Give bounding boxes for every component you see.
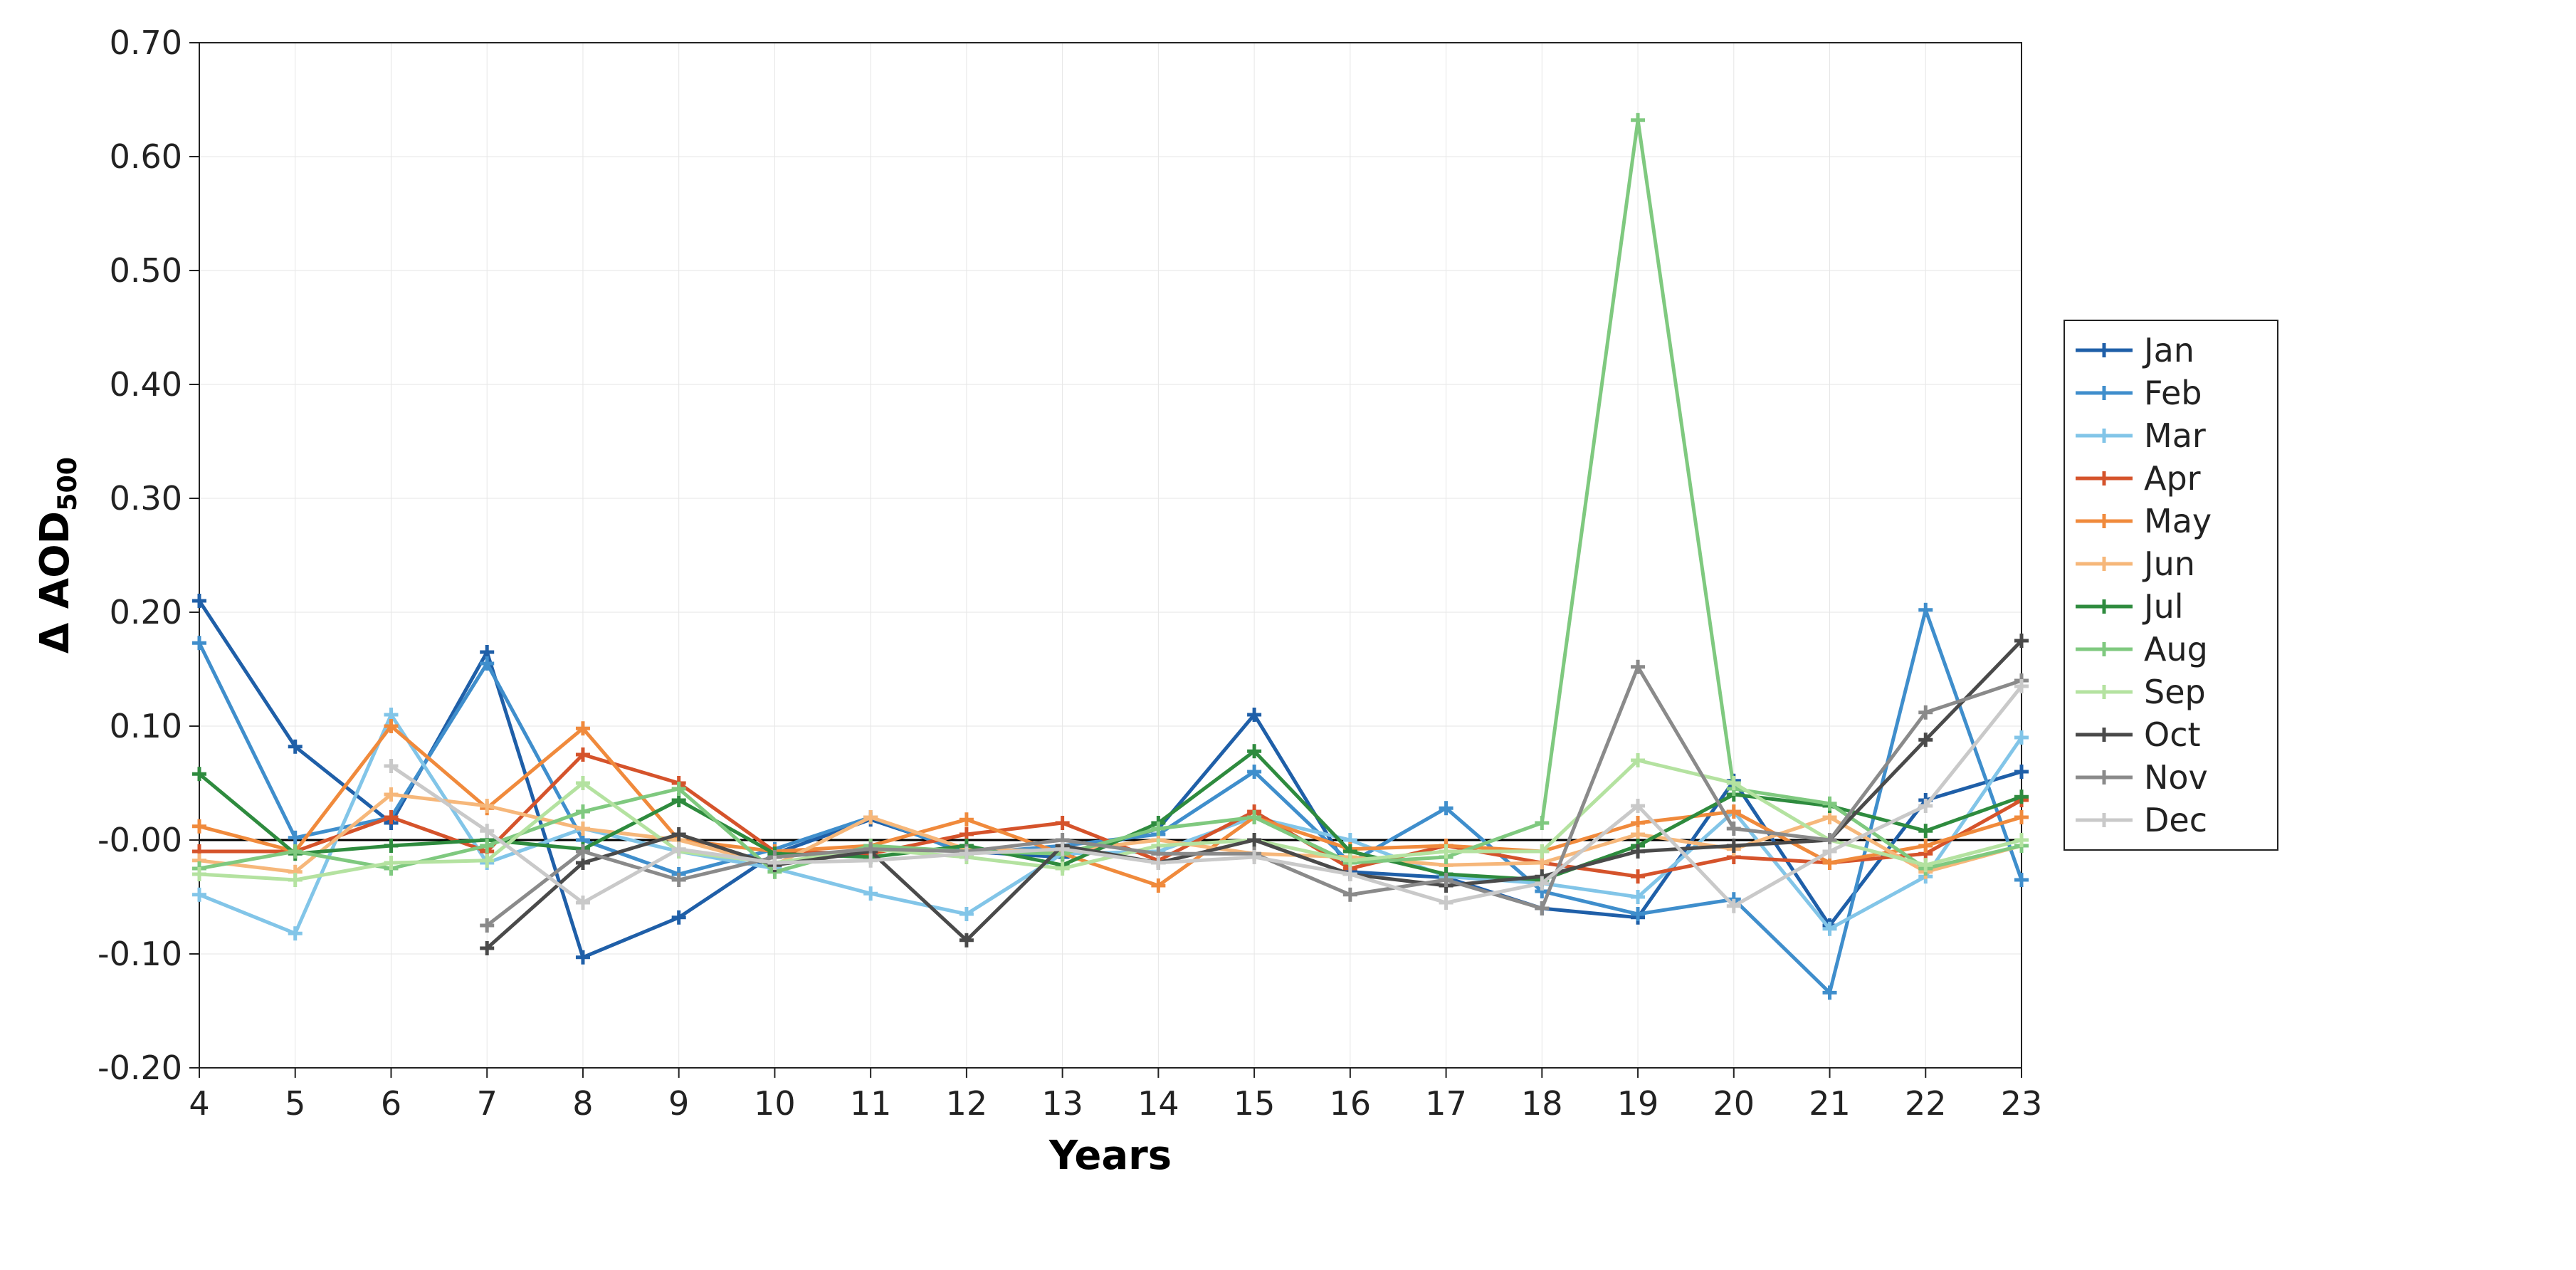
x-tick-label: 13 (1041, 1084, 1083, 1123)
y-tick-label: 0.70 (110, 23, 182, 62)
x-tick-label: 10 (754, 1084, 796, 1123)
legend-label-feb: Feb (2144, 374, 2202, 412)
x-tick-label: 17 (1425, 1084, 1467, 1123)
x-tick-label: 8 (572, 1084, 593, 1123)
y-tick-label: 0.10 (110, 707, 182, 745)
y-tick-label: 0.40 (110, 365, 182, 404)
x-tick-label: 5 (285, 1084, 305, 1123)
legend-label-jun: Jun (2142, 545, 2195, 583)
y-tick-label: 0.20 (110, 593, 182, 631)
x-tick-label: 23 (2001, 1084, 2043, 1123)
x-tick-label: 6 (381, 1084, 401, 1123)
legend: Jan Feb Mar Apr May Jun Jul Aug Sep Oct Nov Dec (2064, 320, 2278, 850)
x-tick-label: 14 (1137, 1084, 1179, 1123)
legend-label-jan: Jan (2142, 331, 2194, 369)
y-tick-label: -0.20 (98, 1049, 182, 1087)
legend-label-jul: Jul (2142, 587, 2184, 626)
legend-label-apr: Apr (2144, 459, 2201, 498)
x-tick-label: 21 (1809, 1084, 1851, 1123)
legend-label-may: May (2144, 502, 2212, 540)
aod-delta-chart: 4 5 6 7 8 9 10 11 12 13 14 15 16 17 18 19 20 21 22 23 -0.20 -… (0, 0, 2576, 1270)
legend-label-nov: Nov (2144, 758, 2208, 797)
y-tick-label: 0.50 (110, 251, 182, 290)
x-tick-label: 19 (1617, 1084, 1659, 1123)
legend-label-dec: Dec (2144, 801, 2207, 839)
legend-label-sep: Sep (2144, 673, 2206, 711)
y-tick-label: 0.30 (110, 479, 182, 518)
y-tick-label: 0.60 (110, 137, 182, 176)
chart-container: 4 5 6 7 8 9 10 11 12 13 14 15 16 17 18 19 20 21 22 23 -0.20 -… (0, 0, 2576, 1270)
legend-label-oct: Oct (2144, 715, 2201, 754)
x-tick-label: 4 (189, 1084, 209, 1123)
x-tick-label: 22 (1905, 1084, 1947, 1123)
x-tick-label: 20 (1713, 1084, 1755, 1123)
x-axis-title: Years (1048, 1133, 1172, 1179)
x-tick-label: 11 (850, 1084, 892, 1123)
legend-label-aug: Aug (2144, 630, 2208, 668)
x-tick-label: 7 (477, 1084, 498, 1123)
x-tick-label: 16 (1330, 1084, 1372, 1123)
y-tick-label: -0.10 (98, 935, 182, 973)
y-tick-label: -0.00 (98, 821, 182, 859)
x-tick-label: 15 (1234, 1084, 1276, 1123)
x-tick-label: 9 (668, 1084, 689, 1123)
legend-label-mar: Mar (2144, 416, 2206, 455)
x-tick-label: 18 (1521, 1084, 1563, 1123)
x-tick-label: 12 (946, 1084, 988, 1123)
